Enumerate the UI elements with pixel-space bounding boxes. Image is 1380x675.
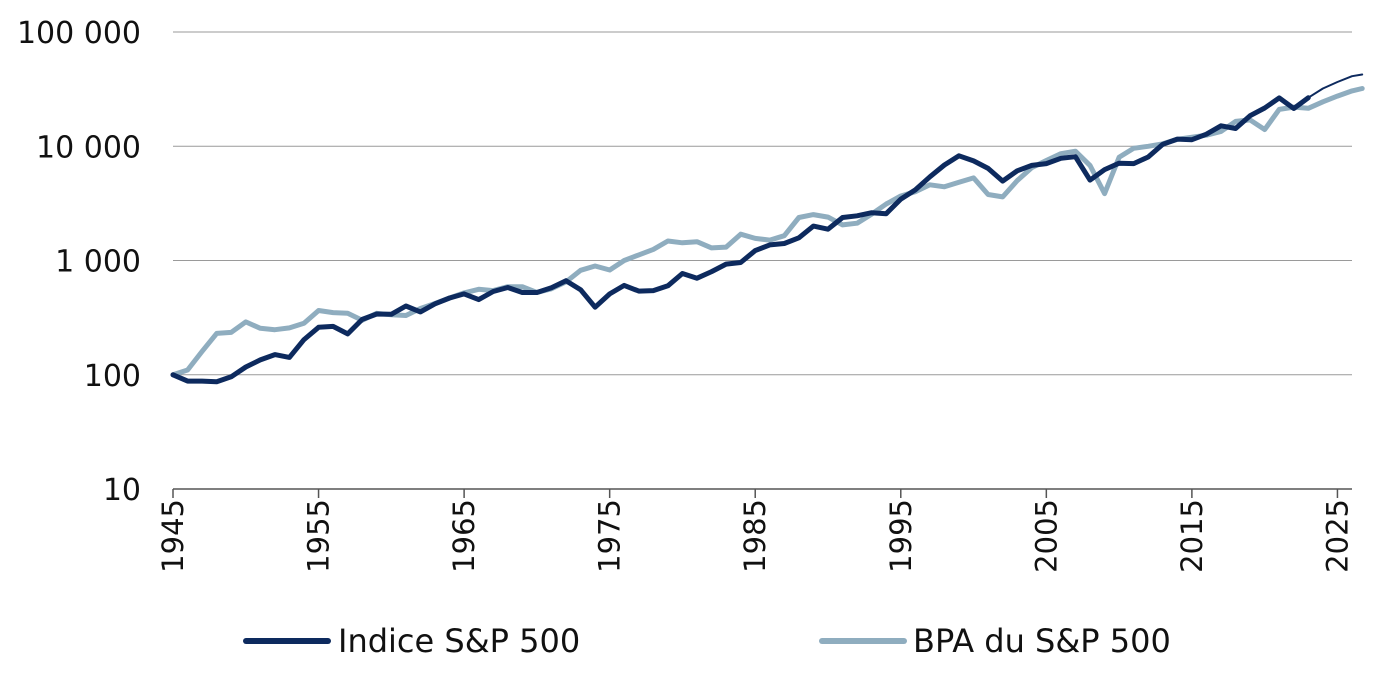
y-tick-label: 100 000 <box>17 16 141 51</box>
x-tick-label: 2005 <box>1029 499 1063 573</box>
x-tick-label: 1965 <box>447 499 481 573</box>
legend-label: Indice S&P 500 <box>338 622 580 660</box>
legend-item-1: BPA du S&P 500 <box>819 622 1171 660</box>
legend-label: BPA du S&P 500 <box>913 622 1171 660</box>
series-line-0 <box>170 95 1311 385</box>
plot-area <box>170 73 1365 385</box>
legend-item-0: Indice S&P 500 <box>243 622 580 660</box>
legend: Indice S&P 500 BPA du S&P 500 <box>243 622 1171 660</box>
series-forecast-line-0 <box>1307 73 1364 99</box>
x-tick-label: 1945 <box>156 499 190 573</box>
x-tick-label: 1975 <box>593 499 627 573</box>
x-tick-label: 1955 <box>302 499 336 573</box>
x-tick-label: 2015 <box>1175 499 1209 573</box>
y-tick-label: 100 <box>84 359 141 394</box>
y-tick-label: 10 <box>103 473 141 508</box>
x-tick-label: 2025 <box>1320 499 1354 573</box>
x-tick-label: 1985 <box>738 499 772 573</box>
x-tick-label: 1995 <box>884 499 918 573</box>
y-tick-label: 1 000 <box>55 245 141 280</box>
y-axis-tick-labels: 100 000 10 000 1 000 100 10 <box>17 16 141 508</box>
x-axis: 1945 1955 1965 1975 1985 1995 2005 2015 2025 <box>156 489 1354 573</box>
grid-lines <box>173 31 1352 376</box>
y-tick-label: 10 000 <box>36 130 141 165</box>
